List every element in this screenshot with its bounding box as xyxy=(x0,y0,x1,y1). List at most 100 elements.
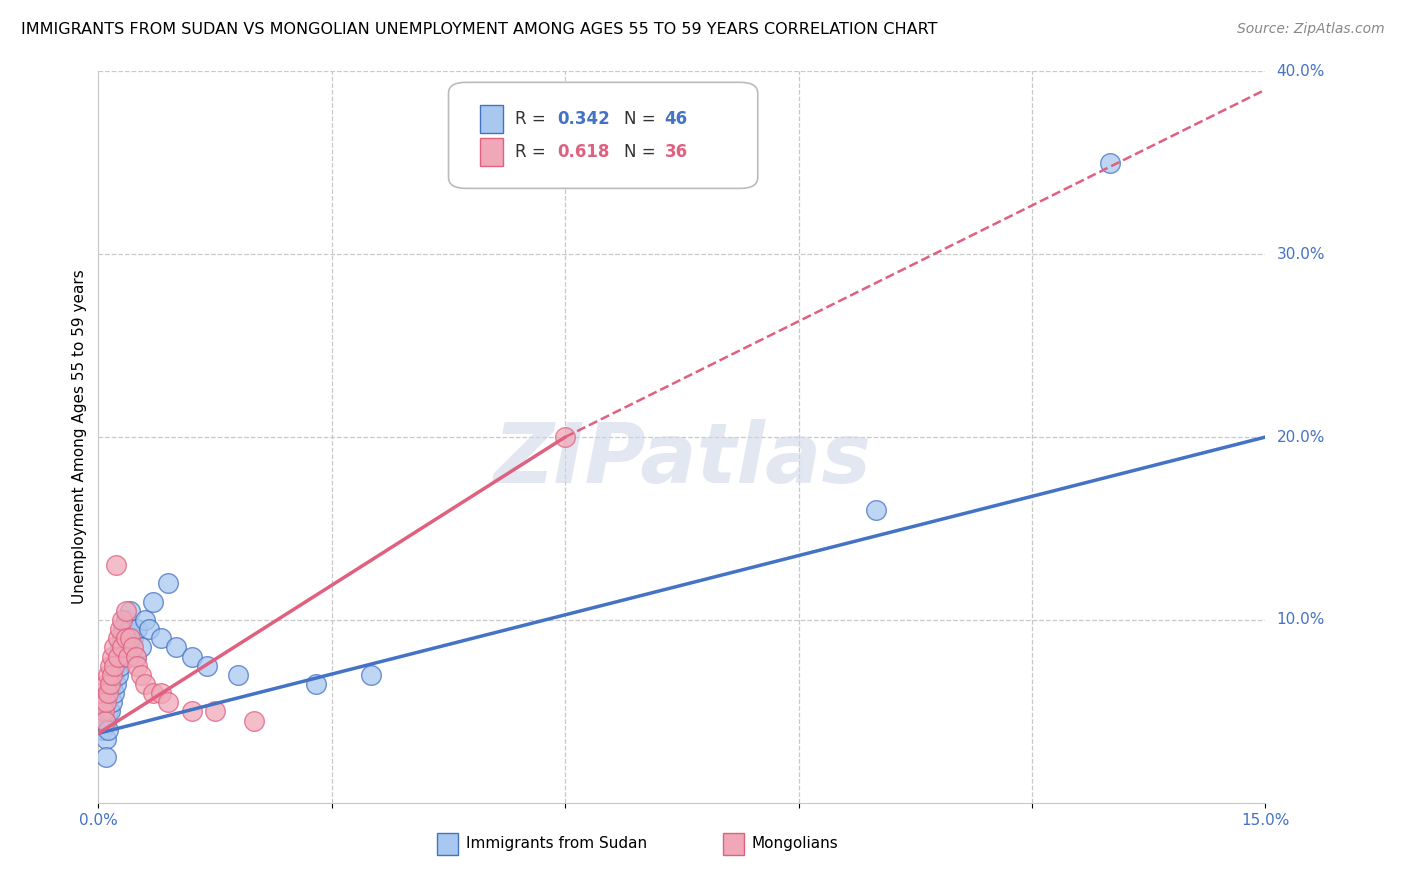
Point xyxy=(107,632,129,646)
Point xyxy=(165,640,187,655)
Point xyxy=(114,632,136,646)
Point xyxy=(360,667,382,681)
Point xyxy=(142,594,165,608)
Point xyxy=(134,613,156,627)
Point xyxy=(91,723,114,737)
Point xyxy=(101,649,124,664)
Text: 10.0%: 10.0% xyxy=(1277,613,1324,627)
Point xyxy=(101,667,124,681)
Point xyxy=(111,649,134,664)
Point xyxy=(180,649,202,664)
Text: ZIPatlas: ZIPatlas xyxy=(494,418,870,500)
Text: 46: 46 xyxy=(665,110,688,128)
Point xyxy=(114,613,136,627)
Text: N =: N = xyxy=(624,144,655,161)
Text: 36: 36 xyxy=(665,144,688,161)
Point xyxy=(157,695,180,709)
Point xyxy=(107,649,129,664)
Point xyxy=(122,640,145,655)
Point xyxy=(111,613,134,627)
Point xyxy=(129,640,152,655)
Point xyxy=(228,667,250,681)
Point xyxy=(103,686,125,700)
Point xyxy=(305,677,328,691)
Point xyxy=(142,686,165,700)
Point xyxy=(93,705,115,719)
Point xyxy=(91,695,114,709)
Point xyxy=(180,705,202,719)
Text: R =: R = xyxy=(515,110,546,128)
Point xyxy=(104,677,127,691)
Text: 40.0%: 40.0% xyxy=(1277,64,1324,78)
Point xyxy=(96,750,118,764)
Point xyxy=(118,604,141,618)
Point xyxy=(96,731,118,746)
Point xyxy=(103,658,125,673)
Point xyxy=(112,640,135,655)
Point xyxy=(243,714,266,728)
Point xyxy=(104,658,127,673)
Point xyxy=(98,705,121,719)
Text: Mongolians: Mongolians xyxy=(752,836,838,851)
Point xyxy=(103,667,125,681)
Point xyxy=(96,677,118,691)
Point xyxy=(93,714,115,728)
Point xyxy=(96,695,118,709)
Point xyxy=(90,686,112,700)
Point xyxy=(97,667,120,681)
Point xyxy=(125,649,148,664)
Point xyxy=(101,677,124,691)
Point xyxy=(101,695,124,709)
Point xyxy=(118,632,141,646)
FancyBboxPatch shape xyxy=(479,104,503,133)
Point xyxy=(108,622,131,636)
Point xyxy=(114,632,136,646)
Text: 0.342: 0.342 xyxy=(557,110,610,128)
Point xyxy=(129,667,152,681)
Point xyxy=(134,677,156,691)
Point xyxy=(97,686,120,700)
Text: Source: ZipAtlas.com: Source: ZipAtlas.com xyxy=(1237,22,1385,37)
Point xyxy=(204,705,226,719)
Point xyxy=(104,558,127,573)
Point xyxy=(149,632,172,646)
Text: N =: N = xyxy=(624,110,655,128)
Point xyxy=(91,705,114,719)
Point xyxy=(96,695,118,709)
Text: R =: R = xyxy=(515,144,546,161)
Point xyxy=(111,640,134,655)
Point xyxy=(108,658,131,673)
Point xyxy=(103,640,125,655)
Point xyxy=(112,622,135,636)
Point xyxy=(98,686,121,700)
Text: 20.0%: 20.0% xyxy=(1277,430,1324,444)
Point xyxy=(97,705,120,719)
FancyBboxPatch shape xyxy=(723,833,744,855)
Text: IMMIGRANTS FROM SUDAN VS MONGOLIAN UNEMPLOYMENT AMONG AGES 55 TO 59 YEARS CORREL: IMMIGRANTS FROM SUDAN VS MONGOLIAN UNEMP… xyxy=(21,22,938,37)
Point xyxy=(149,686,172,700)
Point xyxy=(114,604,136,618)
Text: Immigrants from Sudan: Immigrants from Sudan xyxy=(465,836,647,851)
Text: 0.618: 0.618 xyxy=(557,144,609,161)
Point xyxy=(93,714,115,728)
Point xyxy=(117,649,139,664)
Point xyxy=(111,632,134,646)
Y-axis label: Unemployment Among Ages 55 to 59 years: Unemployment Among Ages 55 to 59 years xyxy=(72,269,87,605)
FancyBboxPatch shape xyxy=(479,138,503,166)
Point xyxy=(554,430,576,444)
Text: 30.0%: 30.0% xyxy=(1277,247,1324,261)
Point xyxy=(125,649,148,664)
Point xyxy=(127,622,149,636)
Point xyxy=(1098,156,1121,170)
Point xyxy=(122,632,145,646)
Point xyxy=(107,667,129,681)
Point xyxy=(195,658,218,673)
Point xyxy=(118,622,141,636)
Point xyxy=(96,714,118,728)
Point xyxy=(97,723,120,737)
FancyBboxPatch shape xyxy=(437,833,458,855)
Point xyxy=(138,622,160,636)
Point xyxy=(127,658,149,673)
Point xyxy=(98,658,121,673)
Point xyxy=(157,576,180,591)
